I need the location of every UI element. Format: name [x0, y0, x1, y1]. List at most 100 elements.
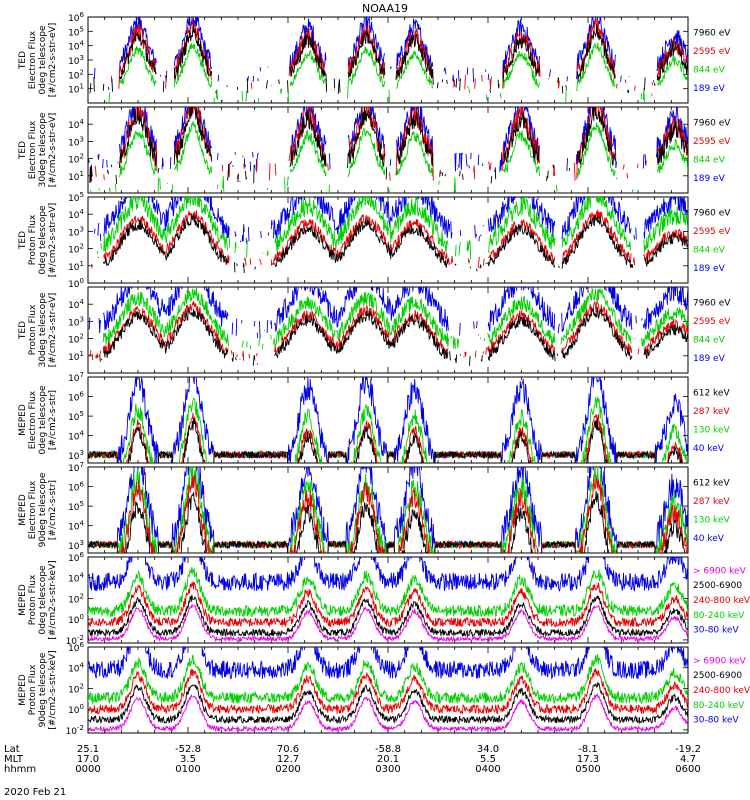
series-trace--6900-kev [88, 693, 688, 733]
legend-entry: 287 keV [693, 497, 730, 507]
y-tick-label: 106 [68, 11, 84, 24]
series-trace-189-ev [93, 17, 688, 84]
y-tick-label: 102 [68, 592, 84, 605]
ephemeris-mlt-value: 17.3 [577, 754, 599, 765]
panel-8: 10-2 100 102 104 106 MEPEDProton Flux90deg te… [18, 641, 750, 737]
legend-entry: 240-800 keV [693, 686, 750, 696]
y-tick-label: 103 [68, 135, 84, 148]
panel-2: 101 102 103 104 TEDElectron Flux30deg telesc… [18, 106, 731, 194]
y-tick-label: 100 [68, 613, 84, 626]
ephemeris-lat-value: 25.1 [77, 744, 99, 755]
series-trace-189-ev [88, 287, 688, 339]
legend-entry: 287 keV [693, 407, 730, 417]
ephemeris-lat-value: 70.6 [277, 744, 299, 755]
legend-entry: 7960 eV [693, 28, 731, 38]
y-tick-label: 104 [68, 662, 84, 675]
series-trace-7960-ev [102, 213, 688, 274]
ephemeris-hhmm-value: 0100 [175, 764, 200, 775]
y-tick-label: 101 [68, 260, 84, 273]
y-tick-label: 106 [68, 391, 84, 404]
y-tick-label: 105 [68, 25, 84, 38]
ephemeris-mlt-value: 4.7 [680, 754, 696, 765]
y-tick-label: 107 [68, 371, 84, 384]
y-tick-label: 105 [68, 191, 84, 204]
series-trace-189-ev [93, 197, 688, 245]
legend-entry: 130 keV [693, 515, 730, 525]
legend-entry: 2500-6900 [693, 671, 742, 681]
ephemeris-lat-value: -52.8 [175, 744, 201, 755]
legend-entry: 80-240 keV [693, 701, 745, 711]
y-axis-label: TEDProton Flux30deg telescope[#/cm2-s-st… [18, 292, 58, 367]
panel-4: 101 102 103 104 TEDProton Flux30deg telescop… [18, 286, 731, 374]
legend-entry: 189 eV [693, 84, 726, 94]
ephemeris-lat-value: -19.2 [675, 744, 701, 755]
y-tick-label: 103 [68, 315, 84, 328]
y-tick-label: 104 [68, 208, 84, 221]
legend-entry: 30-80 keV [693, 716, 739, 726]
ephemeris-hhmm-value: 0400 [475, 764, 500, 775]
y-tick-label: 106 [68, 481, 84, 494]
legend-entry: 2500-6900 [693, 581, 742, 591]
legend-entry: 844 eV [693, 335, 726, 345]
ephemeris-hhmm-value: 0600 [675, 764, 700, 775]
series-trace-7960-ev [97, 306, 688, 366]
series-trace-2595-ev [90, 107, 688, 181]
series-trace-844-ev [102, 287, 688, 350]
y-tick-label: 104 [68, 520, 84, 533]
legend-entry: 844 eV [693, 65, 726, 75]
series-trace-30-80-kev [88, 557, 688, 592]
ephemeris-lat-value: 34.0 [477, 744, 499, 755]
y-axis-label: TEDElectron Flux30deg telescope[#/cm2-s-… [18, 112, 58, 187]
series-trace-40-kev [88, 467, 688, 552]
y-tick-label: 106 [68, 551, 84, 564]
chart-title: NOAA19 [362, 2, 408, 15]
ephemeris-mlt-value: 17.0 [77, 754, 99, 765]
legend-entry: 612 keV [693, 388, 730, 398]
y-axis-label: MEPEDProton Flux0deg telescope[#/cm2-s-s… [18, 560, 58, 639]
legend-entry: 189 eV [693, 174, 726, 184]
y-axis-label: MEPEDProton Flux90deg telescope[#/cm2-s-… [18, 650, 58, 729]
legend-entry: 30-80 keV [693, 626, 739, 636]
series-trace-30-80-kev [88, 647, 688, 680]
series-trace-7960-ev [89, 24, 688, 94]
legend-entry: 240-800 keV [693, 596, 750, 606]
y-tick-label: 101 [68, 83, 84, 96]
ephemeris-mlt-value: 12.7 [277, 754, 299, 765]
legend-entry: 612 keV [693, 478, 730, 488]
y-axis-label: TEDElectron Flux0deg telescope[#/cm2-s-s… [18, 23, 58, 98]
legend-entry: 40 keV [693, 534, 725, 544]
ephemeris-hhmm-value: 0500 [575, 764, 600, 775]
y-tick-label: 100 [68, 277, 84, 290]
ephemeris-hhmm-value: 0000 [75, 764, 100, 775]
panel-7: 10-2 100 102 104 106 MEPEDProton Flux0deg tel… [18, 551, 750, 647]
legend-entry: 189 eV [693, 354, 726, 364]
panel-5: 103 104 105 106 107 MEPEDElectron Flux0deg te… [18, 371, 730, 464]
legend-entry: 7960 eV [693, 208, 731, 218]
y-tick-label: 103 [68, 225, 84, 238]
y-tick-label: 101 [68, 350, 84, 363]
series-trace-80-240-kev [88, 567, 688, 618]
ephemeris-mlt-value: 3.5 [180, 754, 196, 765]
ephemeris-lat-value: -58.8 [375, 744, 401, 755]
legend-entry: 130 keV [693, 425, 730, 435]
y-tick-label: 105 [68, 500, 84, 513]
legend-entry: 80-240 keV [693, 611, 745, 621]
y-tick-label: 107 [68, 461, 84, 474]
y-tick-label: 103 [68, 449, 84, 462]
legend-entry: 844 eV [693, 245, 726, 255]
ephemeris-row-label: MLT [4, 754, 24, 765]
y-tick-label: 102 [68, 682, 84, 695]
y-tick-label: 102 [68, 68, 84, 81]
ephemeris-row-label: hhmm [4, 764, 36, 775]
series-trace-844-ev [90, 121, 688, 193]
ephemeris-mlt-value: 20.1 [377, 754, 399, 765]
series-trace-612-kev [88, 490, 686, 553]
ephemeris-hhmm-value: 0300 [375, 764, 400, 775]
legend-entry: 2595 eV [693, 137, 731, 147]
series-trace-40-kev [88, 377, 688, 463]
series-trace-7960-ev [89, 107, 688, 184]
series-trace-844-ev [96, 197, 688, 260]
